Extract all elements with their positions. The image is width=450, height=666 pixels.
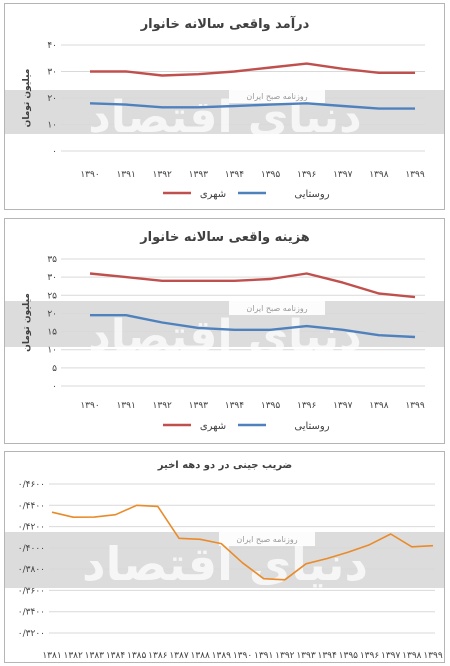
x-tick-label: ۱۳۹۳ — [296, 651, 316, 661]
x-tick-label: ۱۳۹۲ — [153, 401, 173, 411]
y-tick-label: ۰/۴۴۰۰ — [18, 501, 45, 511]
watermark-band — [5, 301, 444, 347]
x-tick-label: ۱۳۹۷ — [333, 401, 353, 411]
x-tick-label: ۱۳۹۴ — [225, 401, 245, 411]
x-tick-label: ۱۳۹۵ — [339, 651, 359, 661]
legend-label-0: شهری — [200, 189, 226, 200]
y-tick-label: ۰ — [52, 382, 57, 392]
y-axis-label: میلیون تومان — [22, 293, 32, 352]
y-tick-label: ۱۵ — [47, 328, 57, 338]
watermark-band — [5, 90, 444, 134]
watermark-sub-bg — [229, 88, 325, 103]
watermark-sub-bg — [219, 531, 315, 546]
y-tick-label: ۵ — [52, 364, 57, 374]
x-tick-label: ۱۳۸۴ — [106, 651, 126, 661]
y-tick-label: ۲۰ — [47, 94, 57, 104]
y-tick-label: ۱۰ — [47, 121, 57, 131]
chart-panel-expense: هزینه واقعی سالانه خانوار میلیون تومان ۰ ۵ ۱… — [4, 218, 445, 444]
x-tick-label: ۱۳۹۶ — [360, 651, 380, 661]
y-tick-label: ۰/۴۰۰۰ — [18, 544, 45, 554]
x-tick-label: ۱۳۹۷ — [333, 170, 353, 180]
y-axis-label: میلیون تومان — [22, 69, 32, 128]
x-tick-label: ۱۳۹۸ — [369, 170, 389, 180]
x-tick-label: ۱۳۹۶ — [297, 170, 317, 180]
y-tick-label: ۲۰ — [47, 309, 57, 319]
legend-label-0: شهری — [200, 421, 226, 432]
series-line-1 — [89, 102, 415, 110]
x-tick-label: ۱۳۹۶ — [297, 401, 317, 411]
x-tick-label: ۱۳۹۷ — [381, 651, 401, 661]
legend-label-1: روستایی — [294, 421, 329, 432]
x-tick-label: ۱۳۹۴ — [225, 170, 245, 180]
x-tick-label: ۱۳۹۳ — [189, 170, 209, 180]
x-tick-label: ۱۳۹۸ — [402, 651, 422, 661]
y-tick-label: ۲۵ — [47, 291, 57, 301]
chart-panel-income: درآمد واقعی سالانه خانوار میلیون تومان ۰ ۱۰… — [4, 3, 445, 210]
y-tick-label: ۰/۳۶۰۰ — [18, 586, 45, 596]
x-tick-label: ۱۳۹۱ — [116, 170, 135, 180]
series-line-0 — [89, 272, 416, 299]
x-tick-label: ۱۳۹۱ — [254, 651, 273, 661]
legend-label-1: روستایی — [294, 189, 329, 200]
y-tick-label: ۰ — [52, 147, 57, 157]
x-tick-label: ۱۳۹۲ — [275, 651, 295, 661]
y-tick-label: ۳۵ — [47, 255, 57, 265]
x-tick-label: ۱۳۹۵ — [261, 401, 281, 411]
x-tick-label: ۱۳۸۷ — [169, 651, 189, 661]
expense-chart: هزینه واقعی سالانه خانوار میلیون تومان ۰ ۵ ۱… — [5, 230, 444, 432]
chart-title: ضریب جینی در دو دهه اخیر — [157, 460, 292, 471]
x-tick-label: ۱۳۸۳ — [85, 651, 105, 661]
chart-title: درآمد واقعی سالانه خانوار — [140, 15, 310, 32]
x-tick-label: ۱۳۹۰ — [233, 651, 252, 661]
x-tick-label: ۱۳۹۹ — [423, 651, 443, 661]
y-tick-label: ۱۰ — [47, 346, 57, 356]
watermark-subtext: روزنامه صبح ایران — [246, 304, 307, 313]
series-line-0 — [90, 62, 415, 77]
x-tick-label: ۱۳۹۱ — [116, 401, 135, 411]
y-tick-label: ۰/۳۴۰۰ — [18, 608, 45, 618]
x-tick-label: ۱۳۹۰ — [80, 170, 99, 180]
x-tick-label: ۱۳۹۰ — [80, 401, 99, 411]
x-tick-label: ۱۳۸۸ — [190, 651, 210, 661]
x-tick-label: ۱۳۹۲ — [153, 170, 173, 180]
watermark-subtext: روزنامه صبح ایران — [236, 535, 297, 544]
x-tick-label: ۱۳۹۹ — [405, 170, 425, 180]
y-tick-label: ۳۰ — [47, 68, 57, 78]
series-line-0 — [51, 504, 434, 581]
y-tick-label: ۴۰ — [47, 41, 57, 51]
x-tick-label: ۱۳۸۱ — [42, 651, 61, 661]
x-tick-label: ۱۳۹۴ — [317, 651, 337, 661]
y-tick-label: ۰/۳۸۰۰ — [18, 565, 45, 575]
x-tick-label: ۱۳۸۶ — [148, 651, 168, 661]
watermark-text: دنیای اقتصاد — [88, 311, 362, 362]
gini-chart: ضریب جینی در دو دهه اخیر ۰/۳۲۰۰ ۰/۳۴۰۰ ۰/۳۶… — [5, 460, 444, 661]
income-chart: درآمد واقعی سالانه خانوار میلیون تومان ۰ ۱۰… — [5, 15, 444, 200]
x-tick-label: ۱۳۸۵ — [127, 651, 147, 661]
watermark-sub-bg — [229, 300, 325, 315]
x-tick-label: ۱۳۸۲ — [63, 651, 83, 661]
x-tick-label: ۱۳۸۹ — [212, 651, 232, 661]
watermark-subtext: روزنامه صبح ایران — [246, 92, 307, 101]
y-tick-label: ۰/۳۲۰۰ — [18, 629, 45, 639]
y-tick-label: ۳۰ — [47, 273, 57, 283]
x-tick-label: ۱۳۹۹ — [405, 401, 425, 411]
chart-panel-gini: ضریب جینی در دو دهه اخیر ۰/۳۲۰۰ ۰/۳۴۰۰ ۰/۳۶… — [4, 451, 445, 663]
x-tick-label: ۱۳۹۳ — [189, 401, 209, 411]
y-tick-label: ۰/۴۲۰۰ — [18, 523, 45, 533]
y-tick-label: ۰/۴۶۰۰ — [18, 480, 45, 490]
x-tick-label: ۱۳۹۸ — [369, 401, 389, 411]
x-tick-label: ۱۳۹۵ — [261, 170, 281, 180]
chart-title: هزینه واقعی سالانه خانوار — [139, 230, 310, 245]
series-line-1 — [90, 313, 416, 339]
